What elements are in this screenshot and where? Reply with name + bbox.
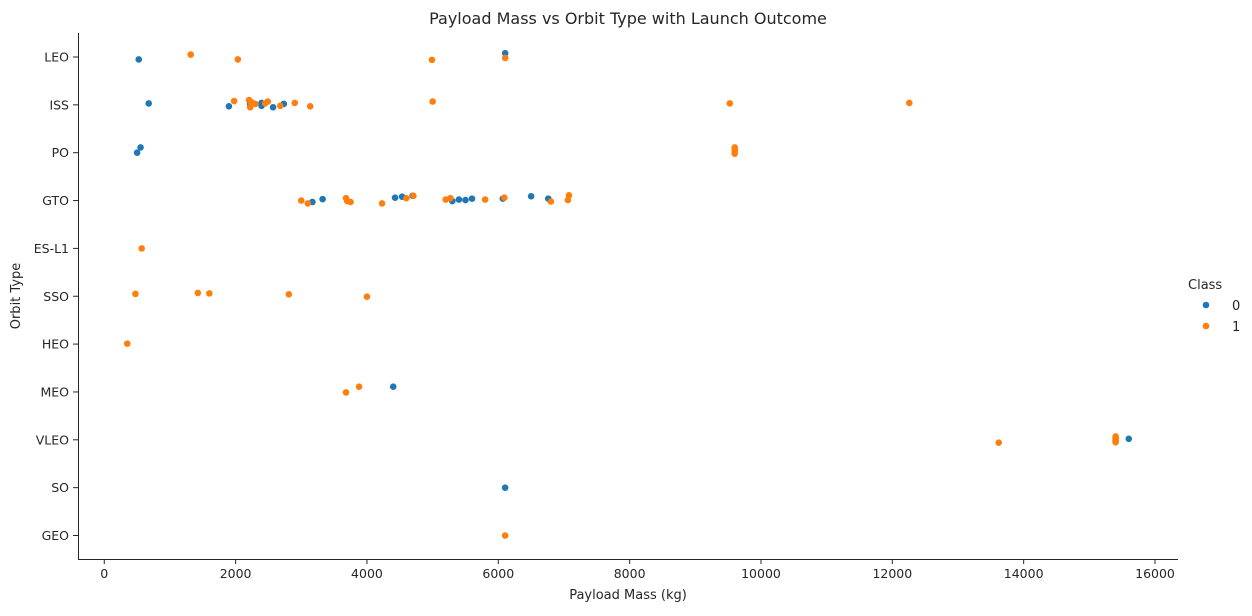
y-tick-label: GEO bbox=[42, 528, 70, 543]
y-tick-label: SSO bbox=[43, 289, 69, 304]
y-tick-label: HEO bbox=[42, 337, 69, 352]
data-points bbox=[123, 49, 1133, 539]
data-point-class-1 bbox=[206, 290, 213, 297]
x-tick-label: 10000 bbox=[741, 566, 781, 581]
data-point-class-1 bbox=[481, 196, 489, 203]
y-tick-label: ISS bbox=[49, 97, 69, 112]
data-point-class-1 bbox=[252, 100, 259, 108]
data-point-class-1 bbox=[547, 198, 555, 205]
y-tick-label: GTO bbox=[42, 193, 69, 208]
data-point-class-1 bbox=[246, 103, 254, 111]
data-point-class-1 bbox=[726, 100, 734, 107]
data-point-class-0 bbox=[319, 195, 326, 203]
data-point-class-1 bbox=[230, 97, 238, 105]
data-point-class-0 bbox=[137, 144, 144, 151]
data-point-class-1 bbox=[428, 56, 436, 64]
data-point-class-0 bbox=[135, 56, 143, 63]
data-point-class-1 bbox=[347, 198, 354, 206]
data-point-class-1 bbox=[234, 56, 242, 63]
data-point-class-1 bbox=[731, 150, 739, 157]
y-tick-label: MEO bbox=[40, 384, 69, 399]
data-point-class-1 bbox=[285, 291, 293, 298]
data-point-class-1 bbox=[138, 245, 146, 252]
y-axis-ticks: LEO ISS PO GTO ES-L1 SSO HEO MEO VLEO SO GEO bbox=[34, 50, 78, 543]
data-point-class-0 bbox=[501, 49, 509, 57]
data-point-class-1 bbox=[906, 99, 913, 107]
chart-title: Payload Mass vs Orbit Type with Launch O… bbox=[429, 9, 827, 28]
legend-items: 01 bbox=[1202, 299, 1240, 335]
data-point-class-1 bbox=[297, 197, 305, 204]
y-axis-label: Orbit Type bbox=[9, 263, 24, 330]
legend-label-class-0: 0 bbox=[1232, 299, 1240, 314]
data-point-class-0 bbox=[145, 100, 153, 107]
legend: Class 01 bbox=[1188, 278, 1240, 335]
data-point-class-0 bbox=[501, 484, 509, 491]
data-point-class-1 bbox=[565, 191, 573, 199]
data-point-class-0 bbox=[455, 196, 463, 203]
data-point-class-0 bbox=[391, 194, 399, 201]
data-point-class-1 bbox=[132, 290, 139, 298]
data-point-class-0 bbox=[389, 383, 397, 390]
data-point-class-1 bbox=[1112, 438, 1119, 446]
data-point-class-1 bbox=[355, 383, 363, 390]
data-point-class-0 bbox=[1125, 435, 1133, 443]
data-point-class-0 bbox=[269, 103, 277, 111]
data-point-class-1 bbox=[304, 200, 312, 207]
data-point-class-1 bbox=[276, 102, 284, 110]
data-point-class-1 bbox=[306, 102, 314, 110]
x-tick-label: 14000 bbox=[1004, 566, 1044, 581]
y-tick-label: VLEO bbox=[36, 432, 69, 447]
data-point-class-1 bbox=[501, 194, 508, 201]
x-axis-label: Payload Mass (kg) bbox=[569, 588, 687, 603]
data-point-class-1 bbox=[194, 289, 202, 297]
data-point-class-1 bbox=[363, 293, 371, 301]
data-point-class-0 bbox=[462, 196, 469, 204]
y-tick-label: SO bbox=[51, 480, 69, 495]
y-tick-label: PO bbox=[52, 145, 70, 160]
data-point-class-1 bbox=[403, 194, 410, 202]
x-tick-label: 12000 bbox=[872, 566, 912, 581]
data-point-class-1 bbox=[291, 99, 299, 107]
data-point-class-1 bbox=[995, 439, 1003, 446]
data-point-class-1 bbox=[123, 340, 131, 347]
data-point-class-1 bbox=[378, 200, 386, 207]
y-tick-label: ES-L1 bbox=[34, 241, 69, 256]
data-point-class-1 bbox=[264, 98, 272, 105]
legend-label-class-1: 1 bbox=[1232, 320, 1240, 335]
legend-marker-class-1 bbox=[1202, 322, 1210, 330]
data-point-class-1 bbox=[501, 54, 509, 62]
y-tick-label: LEO bbox=[44, 50, 69, 65]
data-point-class-1 bbox=[501, 532, 509, 539]
data-point-class-0 bbox=[225, 102, 233, 110]
x-tick-label: 2000 bbox=[220, 566, 252, 581]
data-point-class-0 bbox=[133, 149, 141, 156]
data-point-class-0 bbox=[468, 195, 476, 202]
data-point-class-1 bbox=[187, 51, 194, 58]
data-point-class-1 bbox=[342, 389, 350, 396]
x-axis-ticks: 0 2000 4000 6000 8000 10000 12000 14000 16000 bbox=[100, 559, 1175, 581]
x-tick-label: 16000 bbox=[1135, 566, 1175, 581]
data-point-class-1 bbox=[410, 192, 417, 200]
data-point-class-1 bbox=[429, 98, 436, 105]
plot-area: 0 2000 4000 6000 8000 10000 12000 14000 16000 LE… bbox=[34, 33, 1178, 581]
x-tick-label: 8000 bbox=[614, 566, 646, 581]
x-tick-label: 4000 bbox=[351, 566, 383, 581]
legend-marker-class-0 bbox=[1202, 301, 1210, 309]
x-tick-label: 0 bbox=[100, 566, 108, 581]
data-point-class-0 bbox=[527, 192, 535, 200]
legend-title: Class bbox=[1188, 278, 1222, 293]
data-point-class-1 bbox=[447, 194, 454, 202]
x-tick-label: 6000 bbox=[482, 566, 514, 581]
